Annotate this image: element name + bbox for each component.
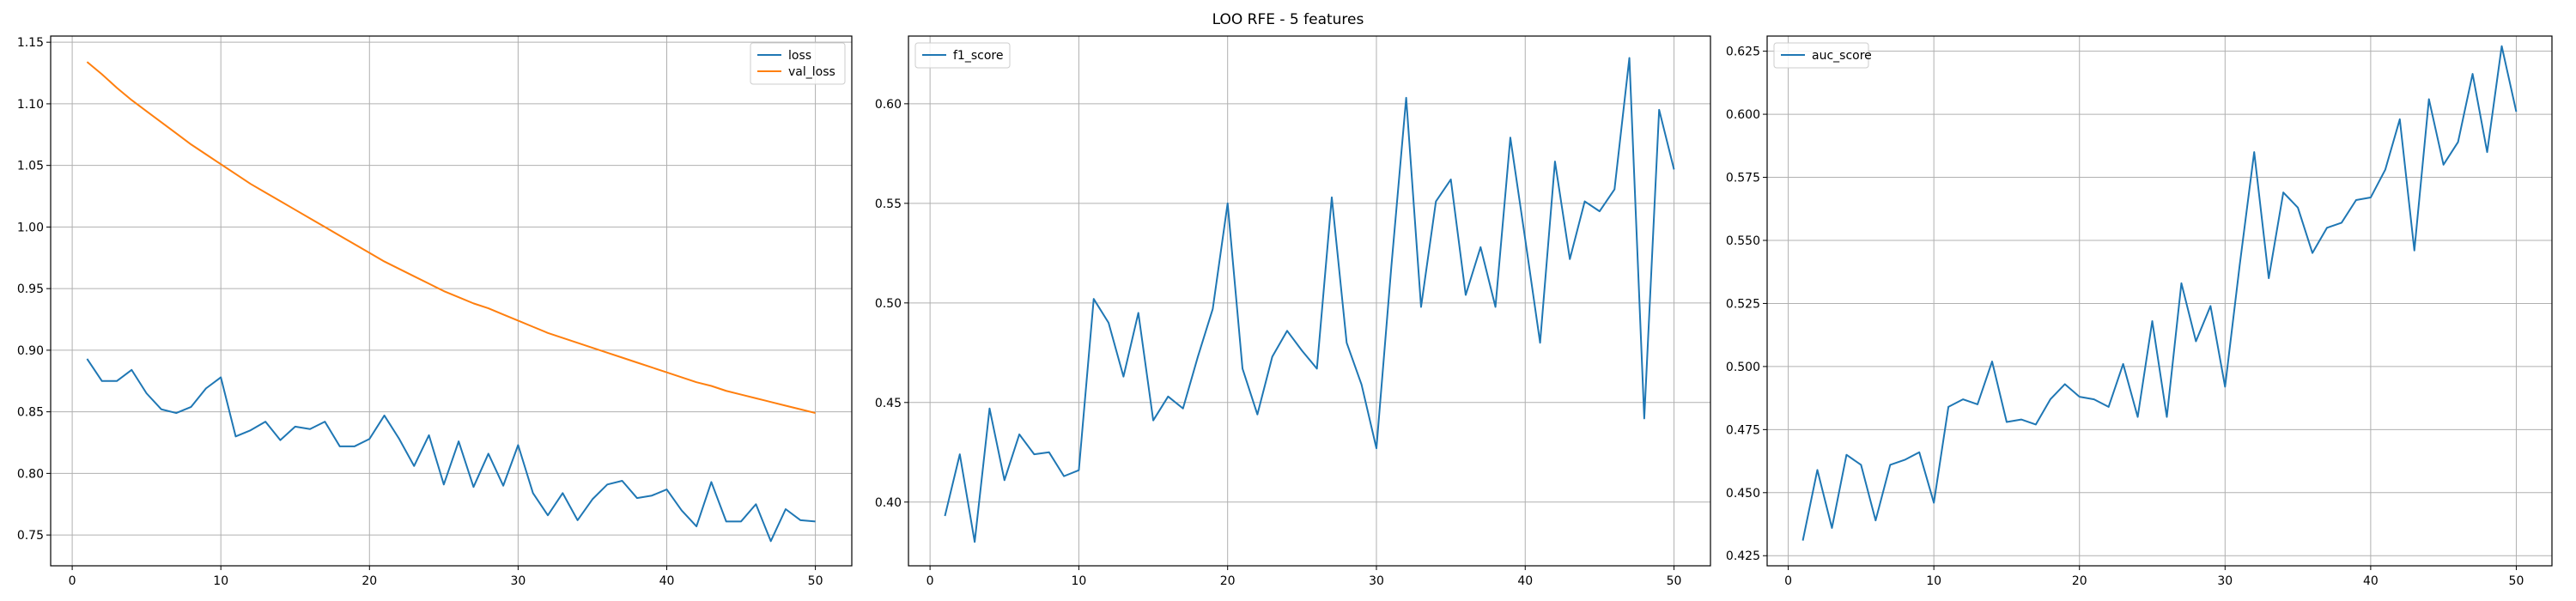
x-tick-label: 30 (2217, 574, 2233, 588)
legend-box (1773, 42, 1869, 69)
y-tick-label: 0.625 (1726, 46, 1760, 59)
y-tick-label: 0.475 (1726, 423, 1760, 437)
y-tick-label: 0.525 (1726, 297, 1760, 311)
y-tick-label: 0.50 (875, 297, 902, 311)
x-tick-label: 50 (1667, 574, 1682, 588)
legend-label: loss (788, 49, 811, 63)
x-tick-label: 40 (1517, 574, 1533, 588)
legend-label: f1_score (953, 49, 1003, 63)
legend-box (914, 42, 1011, 69)
auc-score-chart: 0 10 20 30 40 50 0.425 0.450 0.475 0.500 0.525 0.55… (1726, 35, 2553, 588)
y-tick-label: 0.425 (1726, 549, 1760, 563)
y-tick-label: 1.05 (17, 160, 44, 173)
legend: loss val_loss (750, 42, 846, 85)
y-tick-label: 0.60 (875, 98, 902, 112)
series-line-auc-score (1801, 45, 2518, 541)
legend: f1_score (914, 42, 1011, 69)
legend-box (750, 42, 846, 85)
x-tick-label: 0 (69, 574, 76, 588)
legend: auc_score (1773, 42, 1872, 69)
x-tick-label: 30 (1369, 574, 1384, 588)
loss-chart: 0 10 20 30 40 50 0.75 0.80 0.85 0.90 0.95 1.00 1.05 1… (17, 35, 853, 588)
series-line-loss (86, 358, 816, 543)
f1-score-chart: 0 10 20 30 40 50 0.40 0.45 0.50 0.55 0.60 f1_score (875, 35, 1711, 588)
y-tick-label: 0.95 (17, 282, 44, 296)
legend-label: val_loss (788, 65, 835, 79)
y-tick-label: 1.10 (17, 98, 44, 112)
x-tick-label: 50 (2509, 574, 2524, 588)
x-tick-label: 20 (361, 574, 377, 588)
y-tick-label: 0.45 (875, 397, 902, 410)
axes-frame (908, 35, 1711, 567)
y-tick-label: 0.80 (17, 467, 44, 481)
x-tick-label: 0 (1784, 574, 1792, 588)
x-tick-label: 50 (808, 574, 823, 588)
y-tick-label: 0.600 (1726, 108, 1760, 122)
series-line-f1-score (944, 57, 1675, 543)
y-tick-label: 0.75 (17, 529, 44, 543)
y-tick-label: 1.15 (17, 36, 44, 50)
x-tick-label: 10 (213, 574, 228, 588)
y-tick-label: 0.500 (1726, 361, 1760, 374)
x-tick-label: 10 (1926, 574, 1941, 588)
axes-frame (50, 35, 853, 567)
legend-label: auc_score (1812, 49, 1872, 63)
y-tick-label: 0.55 (875, 197, 902, 211)
y-tick-label: 0.550 (1726, 234, 1760, 248)
figure-title: LOO RFE - 5 features (1212, 11, 1364, 28)
series-line-val-loss (86, 61, 816, 415)
x-tick-label: 20 (2072, 574, 2087, 588)
x-tick-label: 40 (2363, 574, 2379, 588)
x-tick-label: 40 (659, 574, 675, 588)
y-tick-label: 0.575 (1726, 172, 1760, 185)
x-tick-label: 30 (510, 574, 526, 588)
x-tick-label: 10 (1071, 574, 1086, 588)
x-tick-label: 0 (927, 574, 934, 588)
y-tick-label: 0.450 (1726, 487, 1760, 501)
x-tick-label: 20 (1220, 574, 1236, 588)
y-tick-label: 1.00 (17, 221, 44, 234)
y-tick-label: 0.90 (17, 344, 44, 358)
axes-frame (1766, 35, 2553, 567)
y-tick-label: 0.40 (875, 496, 902, 510)
y-tick-label: 0.85 (17, 406, 44, 420)
